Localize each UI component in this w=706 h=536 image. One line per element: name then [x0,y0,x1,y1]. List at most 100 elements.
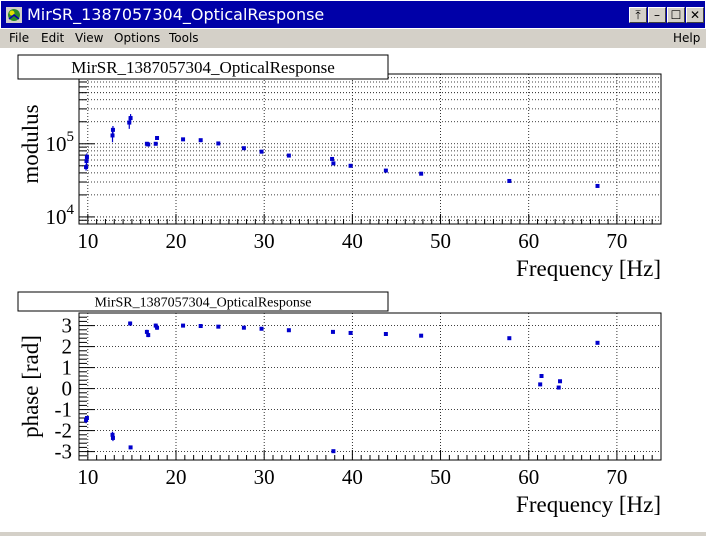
marker [330,329,335,334]
chart-title-box [17,54,389,80]
y-axis-label: phase [rad] [18,335,43,438]
x-tick-label: 30 [254,465,275,489]
data-point [348,330,353,335]
data-point [84,415,89,421]
marker [507,178,512,183]
chart-title: MirSR_1387057304_OpticalResponse [95,296,312,311]
y-tick-label: 105 [46,129,75,156]
maximize-button[interactable]: ☐ [667,7,685,23]
data-point [595,183,600,188]
marker [128,445,133,450]
marker [331,161,336,166]
marker [127,120,132,125]
marker [348,163,353,168]
marker [153,141,158,146]
y-tick-label: -1 [55,398,73,422]
canvas[interactable]: 10 20 30 40 50 60 70 104 105 Frequency [Hz] modulu… [0,48,706,532]
menu-help[interactable]: Help [673,31,701,45]
data-point [155,325,160,330]
data-point [556,385,561,390]
x-tick-label: 10 [77,465,98,489]
maximize-icon: ☐ [670,8,682,22]
marker [155,325,160,330]
y-tick-label: 104 [46,202,75,229]
data-point [286,328,291,333]
marker [146,333,151,338]
data-point [146,142,151,147]
marker [241,146,246,151]
data-point [110,434,115,442]
x-tick-label: 20 [166,229,187,253]
minimize-button[interactable]: – [648,7,666,23]
marker [128,321,133,326]
chart-title: MirSR_1387057304_OpticalResponse [71,58,335,77]
marker [84,418,89,423]
marker [198,138,203,143]
y-tick-label: 0 [62,377,73,401]
data-point [241,146,246,151]
y-tick-label: -3 [55,440,73,464]
menu-tools[interactable]: Tools [169,31,199,45]
marker [595,183,600,188]
data-point [331,161,336,166]
marker [331,449,336,454]
marker [383,332,388,336]
data-point [419,333,424,338]
marker [539,374,544,378]
x-axis-label: Frequency [Hz] [516,492,661,517]
menu-view[interactable]: View [75,31,104,45]
marker [155,135,160,140]
data-point [181,137,186,142]
marker [110,435,115,440]
data-point [153,141,158,146]
menu-options[interactable]: Options [114,31,161,45]
data-point [84,153,89,162]
y-tick-label: -2 [55,419,73,443]
data-point [146,332,151,338]
menu-file[interactable]: File [9,31,30,45]
data-point [383,332,388,336]
marker [144,329,149,334]
pin-button[interactable]: ⤒ [629,7,647,23]
title-bar[interactable]: MirSR_1387057304_OpticalResponse ⤒ – ☐ ✕ [0,0,706,29]
data-point [181,323,186,328]
marker [84,416,89,420]
marker [146,142,151,147]
close-icon: ✕ [689,8,701,22]
marker [198,324,203,329]
x-tick-label: 40 [342,465,363,489]
data-point [595,340,600,345]
y-axis-label: modulus [18,104,43,183]
data-point [259,149,264,154]
x-tick-label: 30 [254,229,275,253]
data-point [259,326,264,331]
marker [259,149,264,154]
x-tick-label: 60 [518,229,539,253]
marker [216,324,221,329]
minimize-icon: – [654,8,660,22]
data-point [348,163,353,168]
data-point [507,178,512,183]
pin-icon: ⤒ [635,8,641,22]
data-point [419,171,424,176]
marker [419,171,424,176]
menu-edit[interactable]: Edit [41,31,65,45]
x-tick-label: 10 [77,229,98,253]
marker [558,379,563,384]
x-tick-label: 50 [430,229,451,253]
data-point [198,324,203,329]
close-button[interactable]: ✕ [686,7,704,23]
marker [216,141,221,146]
marker [330,156,335,161]
data-point [110,126,115,135]
marker [507,336,512,341]
marker [128,116,133,121]
x-tick-label: 60 [518,465,539,489]
marker [556,385,561,390]
data-point [330,156,335,161]
data-point [538,382,543,387]
data-point [383,168,388,173]
marker [259,326,264,331]
